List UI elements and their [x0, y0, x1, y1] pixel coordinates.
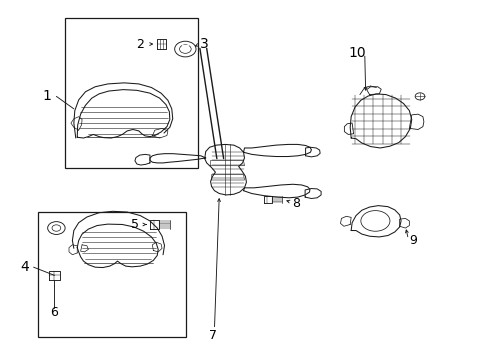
- Bar: [39, 212, 186, 337]
- Text: 7: 7: [208, 329, 217, 342]
- Bar: [65, 18, 198, 167]
- Text: 9: 9: [408, 234, 416, 247]
- Text: 3: 3: [200, 37, 208, 51]
- Text: 6: 6: [50, 306, 58, 319]
- Text: 5: 5: [130, 218, 139, 231]
- Text: 1: 1: [42, 89, 51, 103]
- Text: 10: 10: [347, 46, 365, 60]
- Text: 4: 4: [20, 260, 29, 274]
- Text: 2: 2: [136, 37, 143, 50]
- Text: 8: 8: [291, 197, 300, 210]
